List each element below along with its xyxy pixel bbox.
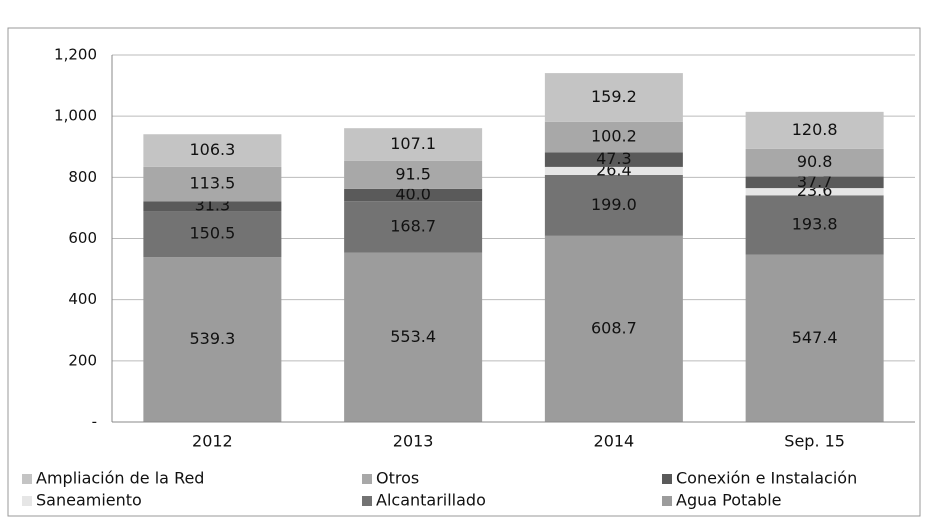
y-tick-label: 1,200 xyxy=(54,46,97,64)
bar-segment xyxy=(344,160,483,189)
legend-label: Agua Potable xyxy=(676,491,782,510)
y-tick-label: 800 xyxy=(68,168,97,186)
bar-segment xyxy=(544,174,683,236)
bar-segment xyxy=(344,252,483,422)
chart-border xyxy=(7,27,921,517)
legend-label: Saneamiento xyxy=(36,491,142,510)
bar-segment xyxy=(544,166,683,175)
data-label: 193.8 xyxy=(792,214,838,233)
data-label: 91.5 xyxy=(395,164,431,183)
bar-segment xyxy=(344,188,483,202)
y-tick-label: 400 xyxy=(68,290,97,308)
bar-segment xyxy=(745,195,884,255)
x-tick-label: 2012 xyxy=(192,432,233,451)
bar-segment xyxy=(344,128,483,161)
bar-segment xyxy=(745,111,884,149)
data-label: 199.0 xyxy=(591,195,637,214)
data-label: 106.3 xyxy=(189,140,235,159)
legend-swatch xyxy=(362,496,372,506)
legend-swatch xyxy=(662,474,672,484)
bar-segment xyxy=(143,211,282,258)
bar-segment xyxy=(143,257,282,422)
data-label: 150.5 xyxy=(189,224,235,243)
data-label: 113.5 xyxy=(189,174,235,193)
data-label: 37.7 xyxy=(797,172,833,191)
bar-segment xyxy=(745,188,884,196)
bar-segment xyxy=(143,201,282,212)
data-label: 47.3 xyxy=(596,149,632,168)
bar-segment xyxy=(544,73,683,122)
legend-swatch xyxy=(362,474,372,484)
y-tick-label: 600 xyxy=(68,229,97,247)
data-label: 539.3 xyxy=(189,329,235,348)
legend-swatch xyxy=(22,474,32,484)
data-label: 553.4 xyxy=(390,327,436,346)
data-label: 608.7 xyxy=(591,318,637,337)
bar-segment xyxy=(745,254,884,422)
bar-segment xyxy=(544,235,683,422)
bar-segment xyxy=(544,121,683,153)
data-label: 547.4 xyxy=(792,328,838,347)
legend-swatch xyxy=(22,496,32,506)
y-tick-label: 200 xyxy=(68,351,97,369)
data-label: 120.8 xyxy=(792,120,838,139)
y-tick-label: 1,000 xyxy=(54,107,97,125)
bar-segment xyxy=(544,152,683,167)
bar-segment xyxy=(745,148,884,177)
legend-swatch xyxy=(662,496,672,506)
x-tick-label: 2014 xyxy=(594,432,635,451)
x-tick-label: 2013 xyxy=(393,432,434,451)
y-tick-label: - xyxy=(92,413,97,431)
data-label: 40.0 xyxy=(395,185,431,204)
bar-segment xyxy=(745,176,884,189)
data-label: 107.1 xyxy=(390,134,436,153)
data-label: 90.8 xyxy=(797,152,833,171)
legend-label: Otros xyxy=(376,469,419,488)
bar-segment xyxy=(143,134,282,167)
x-tick-label: Sep. 15 xyxy=(784,432,845,451)
legend-label: Ampliación de la Red xyxy=(36,469,204,488)
bar-segment xyxy=(143,166,282,202)
legend-label: Alcantarillado xyxy=(376,491,486,510)
data-label: 100.2 xyxy=(591,127,637,146)
data-label: 168.7 xyxy=(390,216,436,235)
legend-label: Conexión e Instalación xyxy=(676,469,857,488)
data-label: 159.2 xyxy=(591,87,637,106)
bar-segment xyxy=(344,201,483,253)
